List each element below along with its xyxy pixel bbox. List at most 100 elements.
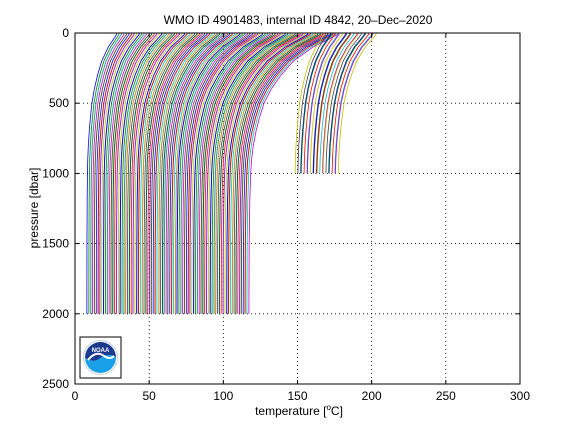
profile-line [180,33,246,314]
y-tick-label: 500 [49,96,69,110]
profile-line [297,33,328,174]
profile-line [127,33,173,314]
profile-line [328,33,366,174]
profile-line [152,33,208,314]
x-axis-label-suffix: C] [331,404,343,418]
profiles [86,33,377,314]
profile-line [154,33,211,314]
profile-line [198,33,271,314]
profile-line [226,33,309,314]
profile-line [231,33,316,314]
logo-gull [87,352,115,361]
y-axis: 0 500 1000 1500 2000 2500 [42,26,520,391]
profile-line [300,33,332,174]
profile-line [220,33,301,314]
x-tick-label: 0 [72,389,79,403]
profile-line [328,33,365,174]
profile-line [316,33,351,174]
y-tick-label: 2500 [42,377,69,391]
profile-line [121,33,165,314]
profile-line [158,33,216,314]
profile-line [176,33,241,314]
profile-line [294,33,325,174]
profile-line [139,33,190,314]
profile-line [167,33,228,314]
profile-line [306,33,339,174]
profile-line [117,33,160,314]
profile-line [312,33,346,174]
profile-line [309,33,343,174]
profile-line [93,33,127,314]
profile-line [163,33,223,314]
profile-line [97,33,132,314]
y-tick-label: 0 [62,26,69,40]
profile-line [335,33,374,174]
profile-line [222,33,304,314]
profile-line [178,33,243,314]
profile-line [211,33,289,314]
x-axis: 0 50 100 150 200 250 300 [72,33,530,403]
profile-line [114,33,155,314]
profile-line [196,33,268,314]
profile-line [185,33,253,314]
profile-line [165,33,226,314]
profile-line [246,33,336,314]
profile-line [110,33,150,314]
y-axis-label: pressure [dbar] [27,168,41,249]
x-tick-label: 200 [362,389,382,403]
y-tick-label: 2000 [42,307,69,321]
profile-line [95,33,130,314]
profile-line [313,33,347,174]
profile-line [195,33,266,314]
profile-line [183,33,251,314]
chart-title: WMO ID 4901483, internal ID 4842, 20–Dec… [164,13,433,27]
profile-line [160,33,218,314]
y-tick-label: 1000 [42,166,69,180]
profile-line [239,33,326,314]
profile-line [106,33,145,314]
profile-line [244,33,334,314]
profile-line [125,33,170,314]
profile-line [92,33,125,314]
y-tick-label: 1500 [42,237,69,251]
profile-line [233,33,319,314]
profile-line [108,33,147,314]
profile-line [209,33,286,314]
profile-line [218,33,299,314]
profile-line [337,33,377,174]
profile-line [331,33,370,174]
profile-line [171,33,233,314]
profile-line [240,33,329,314]
logo-bottom-half [85,354,116,373]
profile-line [99,33,135,314]
profile-line [217,33,296,314]
profile-line [137,33,188,314]
profile-line [105,33,142,314]
logo-text: NOAA [92,348,110,354]
profile-line [103,33,140,314]
grid [75,33,520,384]
profile-line [334,33,373,174]
profile-line [300,33,333,174]
profile-line [119,33,163,314]
profile-line [307,33,340,174]
profile-line [115,33,158,314]
profile-line [224,33,306,314]
x-tick-label: 100 [213,389,233,403]
x-axis-label-degree: o [326,403,331,412]
profile-line [200,33,273,314]
profile-line [202,33,276,314]
plot-area: 0 50 100 150 200 250 300 0 500 1000 1500 2000 2500 [42,26,530,403]
x-tick-label: 150 [287,389,307,403]
x-tick-label: 50 [142,389,156,403]
profile-line [325,33,362,174]
profile-line [191,33,261,314]
profile-line [145,33,198,314]
profile-line [128,33,175,314]
profile-line [143,33,195,314]
profile-line [150,33,206,314]
profile-line [130,33,178,314]
profile-line [169,33,231,314]
profile-line [319,33,355,174]
